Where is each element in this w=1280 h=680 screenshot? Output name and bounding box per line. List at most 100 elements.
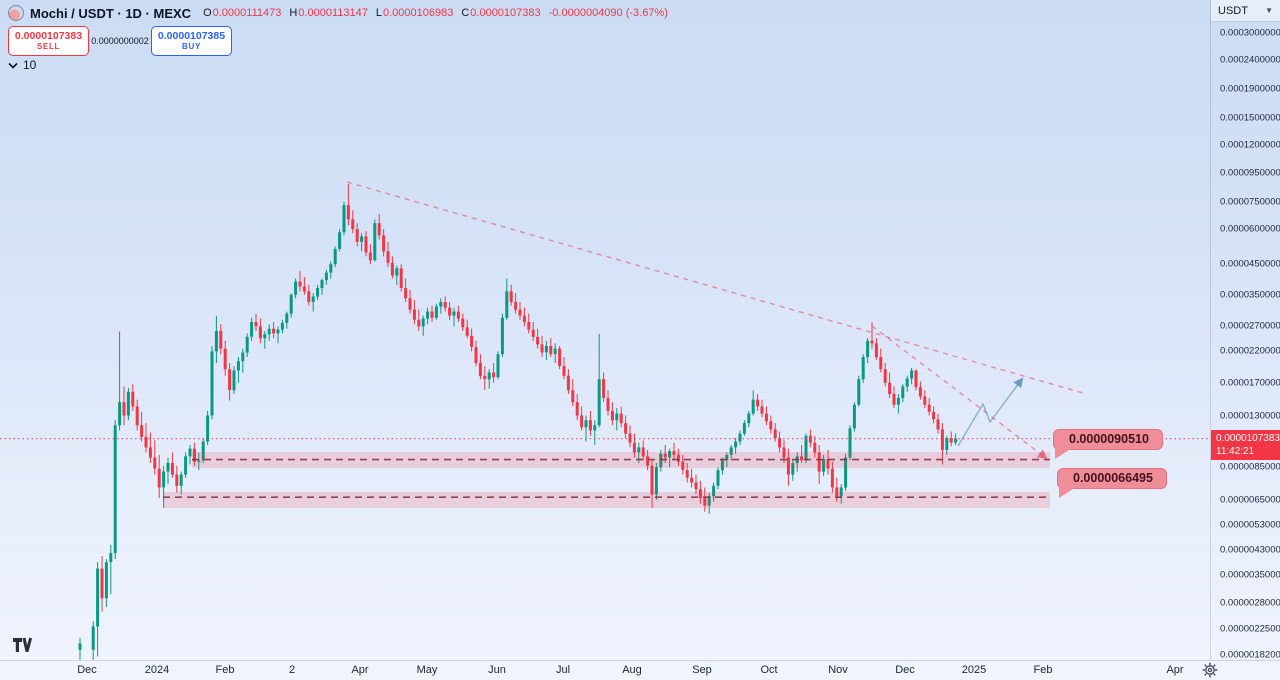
settings-gear-icon[interactable] <box>1202 662 1218 678</box>
buy-price: 0.0000107385 <box>157 30 226 43</box>
price-tick: 0.0000035000 <box>1220 569 1280 581</box>
candle-body <box>566 375 570 391</box>
candle-body <box>166 463 170 472</box>
close-value: 0.0000107383 <box>470 7 541 19</box>
currency-selector[interactable]: USDT ▼ <box>1211 0 1280 22</box>
candle-body <box>641 447 645 457</box>
candle-body <box>197 460 201 462</box>
time-tick: Dec <box>895 664 915 676</box>
candle-body <box>302 286 306 292</box>
candle-body <box>540 344 544 353</box>
candle-body <box>430 311 434 318</box>
support-zone[interactable] <box>163 491 1050 509</box>
sell-button[interactable]: 0.0000107383 SELL <box>8 26 89 56</box>
candle-body <box>223 348 227 370</box>
candle-body <box>553 348 557 355</box>
candle-body <box>232 370 236 391</box>
candle-body <box>364 236 368 253</box>
candle-body <box>861 357 865 380</box>
candle-body <box>624 423 628 434</box>
buy-button[interactable]: 0.0000107385 BUY <box>151 26 232 56</box>
candle-body <box>408 298 412 310</box>
candle-body <box>707 496 711 506</box>
candle-body <box>324 272 328 281</box>
candle-body <box>399 268 403 288</box>
price-tick: 0.0000750000 <box>1220 196 1280 208</box>
change-value: -0.0000004090 (-3.67%) <box>548 7 668 19</box>
candle-body <box>778 438 782 448</box>
candle-body <box>122 402 126 416</box>
candle-body <box>144 436 148 448</box>
candle-body <box>289 294 293 314</box>
candle-body <box>610 410 614 421</box>
candle-body <box>817 452 821 472</box>
price-tick: 0.0000350000 <box>1220 289 1280 301</box>
price-callout-lower-zone[interactable]: 0.0000066495 <box>1057 468 1167 498</box>
candle-body <box>852 404 856 429</box>
candle-body <box>729 447 733 455</box>
candle-body <box>949 438 953 443</box>
candle-body <box>659 453 663 468</box>
candle-body <box>786 457 790 475</box>
projection-arrow[interactable] <box>957 377 1024 447</box>
open-value: 0.0000111473 <box>212 7 282 19</box>
candle-body <box>681 461 685 471</box>
price-tick: 0.0000170000 <box>1220 377 1280 389</box>
candle-body <box>201 441 205 461</box>
candle-body <box>316 288 320 297</box>
trendline[interactable] <box>346 181 1084 394</box>
candle-body <box>910 370 914 379</box>
candle-body <box>417 319 421 327</box>
price-tick: 0.0000600000 <box>1220 223 1280 235</box>
candle-body <box>294 281 298 295</box>
candle-body <box>703 498 707 506</box>
price-tick: 0.0000450000 <box>1220 258 1280 270</box>
high-label: H <box>289 7 298 19</box>
candle-body <box>250 322 254 337</box>
candle-body <box>170 463 174 475</box>
candle-body <box>140 425 144 437</box>
candle-body <box>470 335 474 347</box>
quantity-widget[interactable]: 10 <box>8 58 36 72</box>
trendline[interactable] <box>871 325 1048 460</box>
price-callout-upper-zone[interactable]: 0.0000090510 <box>1053 429 1163 459</box>
candle-body <box>386 251 390 263</box>
candle-body <box>153 457 157 469</box>
price-axis[interactable]: USDT ▼ 0.0003000000 0.0002400000 0.0001900… <box>1210 0 1280 661</box>
candle-body <box>588 420 592 431</box>
candle-body <box>531 329 535 337</box>
candle-body <box>241 352 245 362</box>
candle-body <box>892 394 896 405</box>
candle-body <box>518 309 522 316</box>
candle-body <box>905 378 909 387</box>
tradingview-logo[interactable] <box>12 637 34 658</box>
candle-body <box>245 336 249 353</box>
caret-down-icon: ▼ <box>1265 6 1273 15</box>
candle-body <box>760 406 764 414</box>
candle-body <box>747 413 751 424</box>
candle-body <box>254 322 258 327</box>
candle-body <box>751 399 755 414</box>
time-axis[interactable]: Dec 2024 Feb 2 Apr May Jun Jul Aug Sep Oct Nov Dec 20… <box>0 660 1280 680</box>
symbol-title[interactable]: Mochi / USDT · 1D · MEXC <box>30 5 192 21</box>
candle-body <box>368 252 372 261</box>
candle-body <box>562 366 566 376</box>
candle-body <box>954 438 958 443</box>
candle-body <box>698 489 702 499</box>
candle-body <box>637 447 641 453</box>
candle-body <box>404 288 408 299</box>
price-tick: 0.0000028000 <box>1220 597 1280 608</box>
support-zone[interactable] <box>192 452 1050 468</box>
candle-body <box>848 428 852 458</box>
candle-body <box>228 369 232 391</box>
time-tick: Oct <box>760 664 778 676</box>
buy-label: BUY <box>182 42 201 52</box>
candle-body <box>474 347 478 363</box>
candle-body <box>597 379 601 426</box>
last-price-label: 0.0000107383 11:42:21 <box>1211 430 1280 460</box>
candle-body <box>822 458 826 472</box>
time-tick: 2024 <box>144 664 170 676</box>
candle-body <box>738 433 742 442</box>
candle-body <box>307 291 311 302</box>
